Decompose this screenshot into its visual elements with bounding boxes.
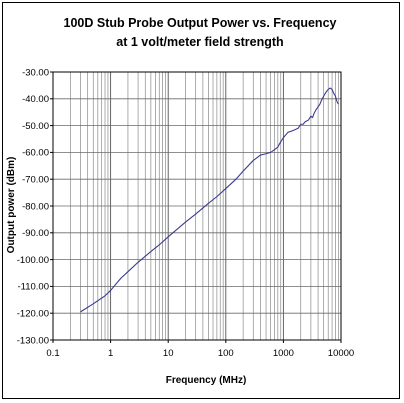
y-tick-label: -30.00 [22,67,49,78]
x-tick-label: 1 [108,348,113,359]
chart-subtitle: at 1 volt/meter field strength [116,35,283,49]
x-axis: 0.1 1 10 100 1000 10000 [46,340,354,359]
x-tick-label: 0.1 [46,348,59,359]
y-tick-label: -40.00 [22,94,49,105]
x-tick-label: 100 [218,348,234,359]
chart-title: 100D Stub Probe Output Power vs. Frequen… [64,16,337,30]
x-axis-label: Frequency (MHz) [166,375,247,386]
y-tick-label: -130.00 [17,335,49,346]
y-axis: -30.00 -40.00 -50.00 -60.00 -70.00 -80.00 -90.… [17,67,53,346]
y-tick-label: -100.00 [17,255,49,266]
grid [52,71,341,341]
chart-frame [2,2,400,399]
y-tick-label: -50.00 [22,121,49,132]
y-tick-label: -60.00 [22,148,49,159]
y-tick-label: -110.00 [17,282,49,293]
y-tick-label: -120.00 [17,309,49,320]
y-axis-label: Output power (dBm) [6,157,17,254]
x-tick-label: 10000 [328,348,354,359]
y-tick-label: -90.00 [22,228,49,239]
series-line [80,87,339,313]
series [80,87,339,313]
y-tick-label: -70.00 [22,175,49,186]
y-tick-label: -80.00 [22,201,49,212]
x-tick-label: 1000 [273,348,294,359]
x-tick-label: 10 [163,348,174,359]
